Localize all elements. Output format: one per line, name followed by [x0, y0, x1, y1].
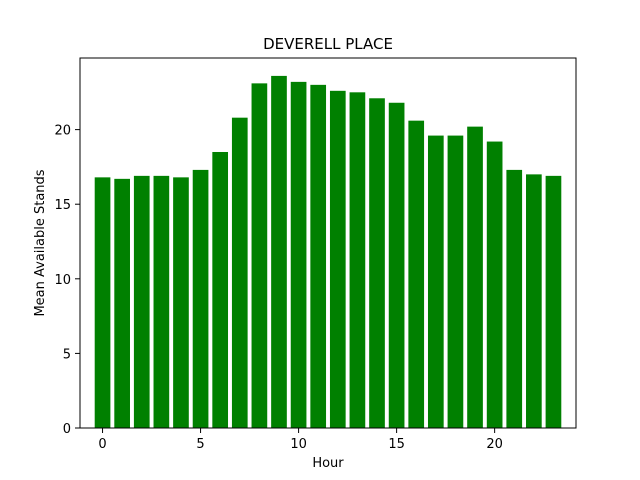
bar-hour-6 [212, 151, 229, 428]
bar-hour-16 [408, 120, 425, 429]
bar-hour-13 [349, 92, 366, 428]
x-axis-label: Hour [312, 456, 344, 471]
bar-hour-11 [310, 84, 327, 429]
bar-hour-0 [94, 177, 111, 428]
x-axis-ticks: 0 5 10 15 20 [98, 428, 503, 452]
bars-group [94, 75, 562, 429]
bar-hour-21 [506, 169, 523, 429]
y-tick-label: 15 [54, 198, 71, 213]
bar-hour-2 [133, 175, 150, 428]
y-tick-label: 20 [54, 124, 71, 139]
y-tick-label: 5 [63, 347, 71, 362]
bar-hour-5 [192, 169, 209, 429]
bar-hour-12 [329, 90, 346, 429]
bar-hour-23 [545, 175, 562, 428]
bar-hour-22 [526, 174, 542, 428]
bar-hour-14 [369, 98, 385, 428]
bar-hour-18 [447, 135, 464, 429]
bar-hour-19 [467, 126, 483, 429]
x-tick-label: 5 [196, 437, 204, 452]
chart-title: DEVERELL PLACE [263, 35, 393, 53]
x-tick-label: 10 [290, 437, 307, 452]
bar-hour-8 [251, 83, 268, 428]
bar-hour-10 [290, 81, 307, 428]
bar-hour-1 [114, 178, 130, 428]
y-axis-ticks: 0 5 10 15 20 [54, 124, 80, 437]
bar-hour-15 [388, 102, 405, 429]
x-tick-label: 0 [98, 437, 106, 452]
bar-hour-20 [486, 141, 503, 428]
x-tick-label: 20 [486, 437, 503, 452]
bar-hour-17 [427, 135, 444, 429]
y-tick-label: 10 [54, 273, 71, 288]
y-tick-label: 0 [63, 422, 71, 437]
bar-hour-7 [231, 117, 248, 428]
plot-frame [79, 57, 577, 429]
bar-hour-9 [271, 75, 287, 428]
x-tick-label: 15 [388, 437, 405, 452]
bar-hour-4 [173, 177, 189, 428]
y-axis-label: Mean Available Stands [33, 169, 48, 316]
bar-hour-3 [153, 175, 170, 428]
